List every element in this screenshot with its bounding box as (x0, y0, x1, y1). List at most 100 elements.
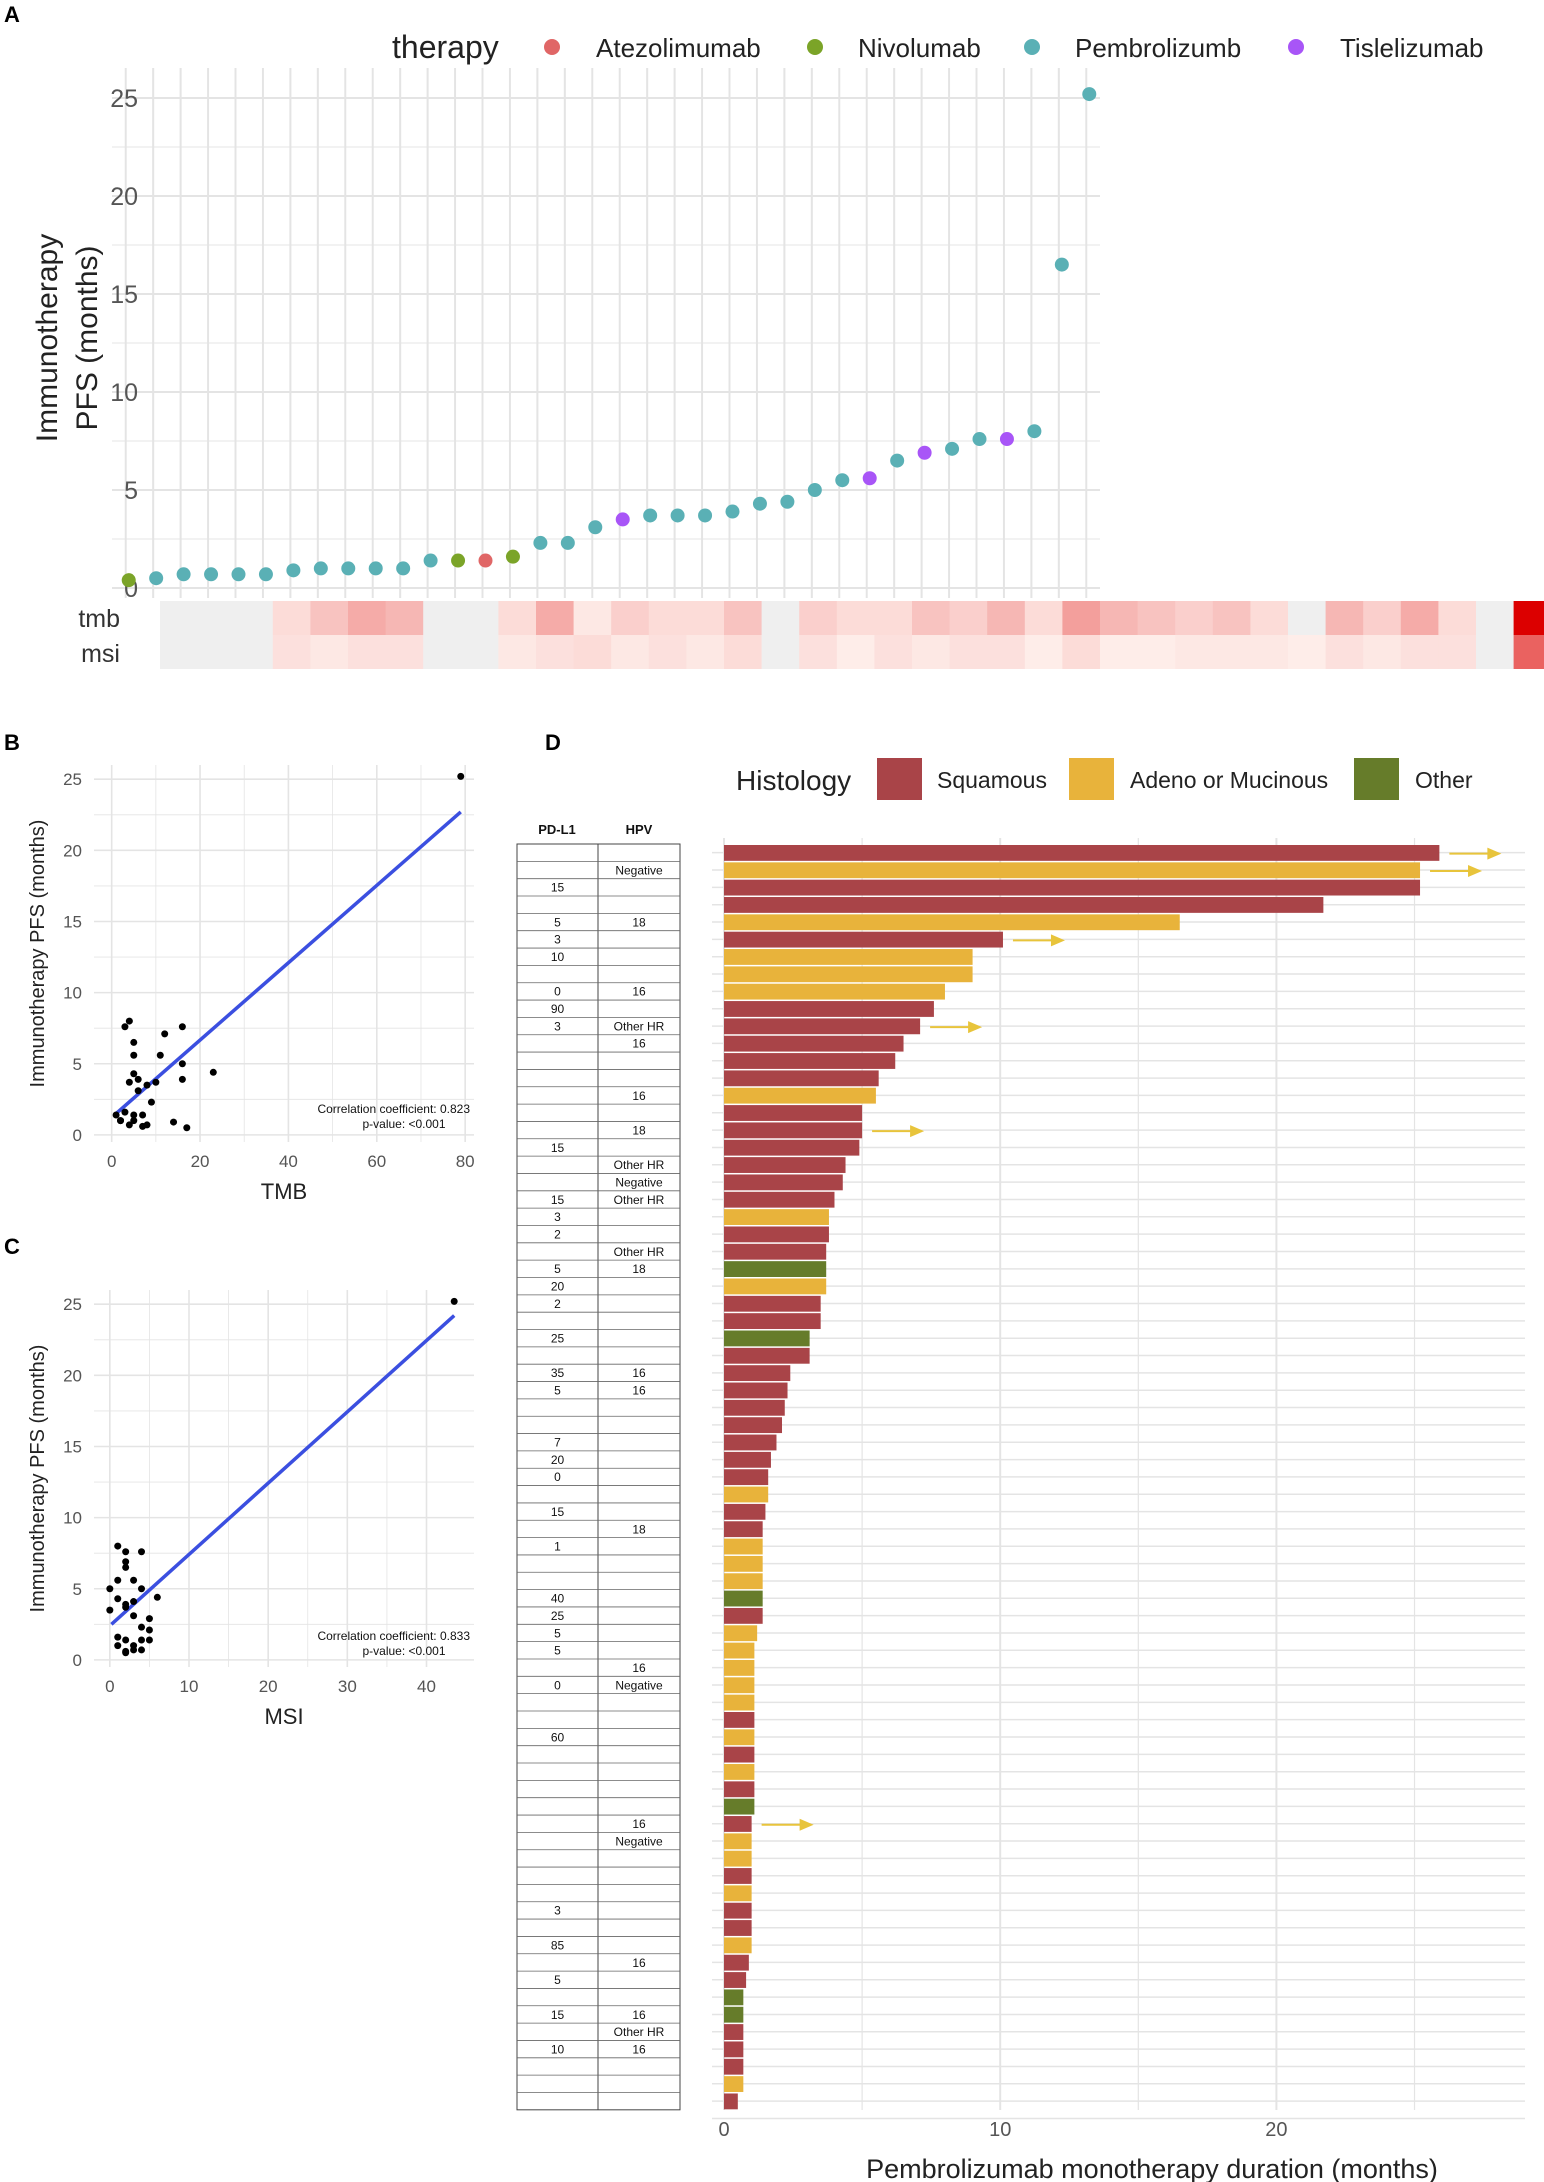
panel-b-grid (94, 765, 474, 1142)
y-tick-label: 15 (110, 281, 138, 309)
table-cell-pdl1: 1 (554, 1540, 561, 1554)
bar-squamous (724, 1781, 755, 1798)
legend-key-squamous (877, 758, 922, 800)
data-point (130, 1051, 138, 1059)
heatmap-cell-tmb (912, 601, 951, 635)
heatmap-cell-msi (1250, 635, 1289, 669)
point-tislelizumab (862, 471, 877, 486)
bar-adeno (724, 1278, 827, 1295)
bar-squamous (724, 1954, 749, 1971)
panel-b-xlabel: TMB (261, 1179, 307, 1204)
heatmap-cell-msi (348, 635, 387, 669)
table-cell-hpv: Other HR (614, 1193, 665, 1207)
bar-squamous (724, 1295, 821, 1312)
legend-key-other (1354, 758, 1399, 800)
legend-label-other: Other (1415, 767, 1473, 793)
bar-adeno (724, 1677, 755, 1694)
data-point (114, 1642, 122, 1650)
heatmap-cell-msi (1363, 635, 1402, 669)
bar-other (724, 1330, 810, 1347)
y-tick-label: 25 (63, 770, 82, 789)
table-cell-hpv: 18 (632, 1262, 646, 1276)
table-cell-pdl1: 85 (551, 1938, 565, 1952)
heatmap-row-label-msi: msi (81, 640, 120, 668)
table-cell-hpv: 16 (632, 1661, 646, 1675)
data-point (138, 1623, 145, 1631)
table-grid (516, 843, 681, 2111)
heatmap-cell-tmb (1400, 601, 1440, 635)
table-cell-pdl1: 0 (554, 1470, 561, 1484)
table-cell-pdl1: 10 (551, 2042, 565, 2056)
table-cell-hpv: 18 (632, 915, 646, 929)
panel-label-c: C (4, 1234, 20, 1259)
y-tick-label: 25 (63, 1295, 82, 1314)
y-tick-label: 10 (63, 1509, 82, 1528)
table-header-hpv: HPV (626, 822, 653, 837)
point-tislelizumab (615, 512, 630, 527)
table-cell-pdl1: 60 (551, 1730, 565, 1744)
point-pembrolizumb (752, 496, 767, 511)
heatmap-cell-msi (1100, 635, 1139, 669)
data-point (178, 1060, 186, 1068)
data-point (183, 1124, 191, 1132)
heatmap-cell-tmb (836, 601, 876, 635)
data-point (122, 1558, 130, 1566)
ongoing-arrow-head (910, 1125, 925, 1138)
bar-squamous (724, 1174, 843, 1191)
panel-b-fit-line (114, 810, 462, 1115)
panel-c-axes: 0 10 20 30 40 0 5 10 15 20 25 (63, 1295, 436, 1696)
point-pembrolizumb (780, 494, 795, 509)
heatmap-cell-msi (1400, 635, 1440, 669)
data-point (130, 1576, 138, 1584)
heatmap-cell-msi (724, 635, 763, 669)
ongoing-arrow-head (1487, 847, 1502, 860)
data-point (114, 1595, 122, 1603)
heatmap-cell-msi (1513, 635, 1544, 669)
table-cell-pdl1: 15 (551, 1193, 565, 1207)
heatmap-cell-tmb (724, 601, 763, 635)
data-point (122, 1603, 130, 1611)
ongoing-arrow-head (1050, 934, 1065, 947)
heatmap-cell-tmb (1476, 601, 1515, 635)
legend-label-squamous: Squamous (937, 767, 1047, 793)
data-point (112, 1111, 120, 1119)
y-tick-label: 25 (110, 85, 138, 113)
heatmap-cell-msi (272, 635, 312, 669)
point-pembrolizumb (1054, 257, 1069, 272)
point-pembrolizumb (725, 504, 740, 519)
bar-adeno (724, 1087, 876, 1104)
heatmap-cell-msi (197, 635, 237, 669)
panel-d-arrows (761, 847, 1502, 1831)
table-cell-hpv: 16 (632, 1956, 646, 1970)
heatmap-cell-msi (1476, 635, 1515, 669)
heatmap-cell-tmb (573, 601, 613, 635)
data-point (130, 1612, 138, 1620)
heatmap-cell-msi (1438, 635, 1477, 669)
table-cell-pdl1: 0 (554, 985, 561, 999)
bar-adeno (724, 1659, 755, 1676)
data-point (156, 1051, 164, 1059)
panel-label-b: B (4, 730, 20, 755)
point-atezolimumab (478, 553, 493, 568)
data-point (147, 1098, 155, 1106)
bar-squamous (724, 1226, 829, 1243)
heatmap-cell-msi (987, 635, 1026, 669)
bar-other (724, 1798, 755, 1815)
heatmap-cell-msi (573, 635, 613, 669)
legend-label-tislelizumab: Tislelizumab (1340, 33, 1484, 63)
table-cell-pdl1: 35 (551, 1366, 565, 1380)
panel-label-a: A (4, 2, 20, 27)
ongoing-arrow-head (968, 1021, 983, 1034)
point-pembrolizumb (368, 561, 383, 576)
table-cell-hpv: 16 (632, 1366, 646, 1380)
table-cell-hpv: 18 (632, 1123, 646, 1137)
point-nivolumab (451, 553, 466, 568)
point-pembrolizumb (972, 432, 987, 447)
x-tick-label: 30 (338, 1677, 357, 1696)
table-cell-hpv: Negative (615, 1678, 663, 1692)
bar-squamous (724, 1607, 763, 1624)
bar-squamous (724, 2093, 738, 2110)
point-tislelizumab (999, 432, 1014, 447)
